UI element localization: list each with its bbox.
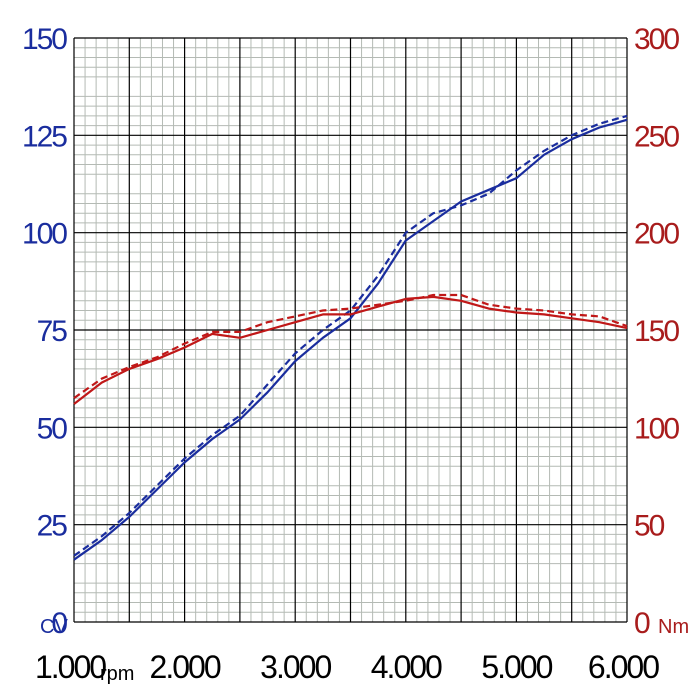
y-left-tick-label: 125: [22, 120, 67, 153]
power-curve-a: [73, 118, 628, 561]
torque-curve-a: [73, 295, 628, 405]
y-left-unit-label: CV: [40, 616, 68, 638]
y-left-tick-label: 50: [37, 412, 68, 445]
x-unit-label: rpm: [100, 663, 134, 685]
y-right-tick-label: 150: [634, 315, 679, 348]
y-right-unit-label: Nm: [658, 616, 689, 638]
y-left-tick-label: 100: [22, 218, 67, 251]
y-left-tick-label: 150: [22, 23, 67, 56]
chart-grid: [73, 37, 628, 623]
y-left-tick-label: 0: [51, 607, 67, 640]
x-tick-label: 4.000: [371, 649, 442, 685]
y-left-tick-label: 75: [37, 315, 68, 348]
y-right-tick-label: 0: [634, 607, 650, 640]
y-right-tick-label: 200: [634, 218, 679, 251]
x-tick-label: 6.000: [588, 649, 659, 685]
x-tick-label: 1.000: [35, 649, 106, 685]
torque-curve-b: [73, 293, 628, 400]
x-tick-label: 5.000: [481, 649, 552, 685]
chart-series: [73, 114, 628, 561]
x-tick-label: 3.000: [260, 649, 331, 685]
y-right-tick-label: 100: [634, 412, 679, 445]
x-tick-label: 2.000: [150, 649, 221, 685]
y-right-tick-label: 300: [634, 23, 679, 56]
chart-labels: 0 25 50 75 100 125 150 0 50 100 150 200 250 300 CV Nm 1.…: [22, 23, 689, 685]
y-right-tick-label: 250: [634, 120, 679, 153]
y-left-tick-label: 25: [37, 510, 68, 543]
y-right-tick-label: 50: [634, 510, 665, 543]
power-curve-b: [73, 114, 628, 557]
